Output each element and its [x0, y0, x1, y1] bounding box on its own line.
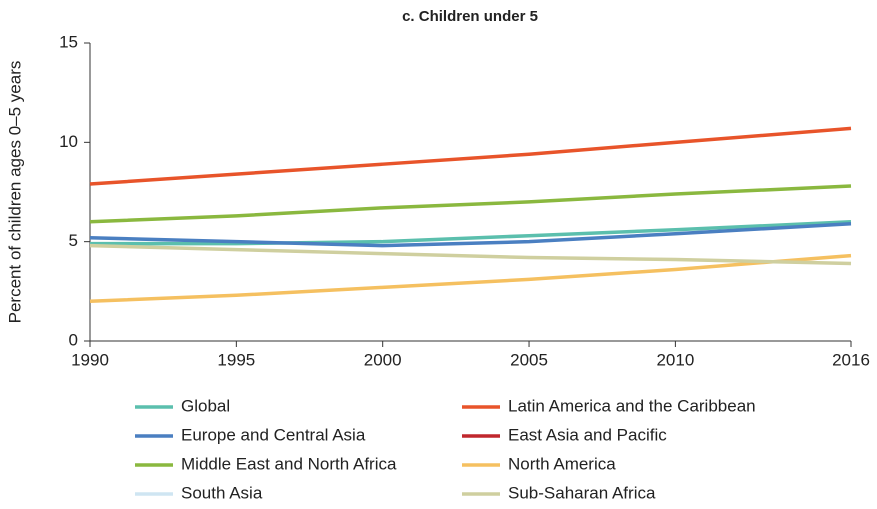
y-tick-label: 5 [69, 231, 78, 250]
x-tick-label: 1995 [217, 350, 255, 369]
y-tick-label: 10 [59, 132, 78, 151]
x-tick-label: 2010 [656, 350, 694, 369]
x-tick-label: 2000 [364, 350, 402, 369]
series-line [89, 222, 852, 248]
legend-label: Middle East and North Africa [181, 454, 397, 473]
x-tick-label: 1990 [71, 350, 109, 369]
series-line [89, 184, 852, 224]
y-tick-label: 0 [69, 330, 78, 349]
series-line [89, 253, 852, 304]
y-axis-label: Percent of children ages 0–5 years [5, 61, 24, 324]
chart-title: c. Children under 5 [402, 8, 538, 25]
legend-label: South Asia [181, 483, 263, 502]
legend-label: North America [508, 454, 616, 473]
legend-label: East Asia and Pacific [508, 425, 667, 444]
y-tick-label: 15 [59, 32, 78, 51]
x-tick-label: 2005 [510, 350, 548, 369]
x-tick-label: 2016 [832, 350, 870, 369]
legend-label: Europe and Central Asia [181, 425, 366, 444]
legend-label: Latin America and the Caribbean [508, 396, 756, 415]
legend-label: Sub-Saharan Africa [508, 483, 656, 502]
series-line [90, 220, 852, 246]
series-line [89, 243, 852, 266]
legend-label: Global [181, 396, 230, 415]
series-line [89, 126, 852, 186]
